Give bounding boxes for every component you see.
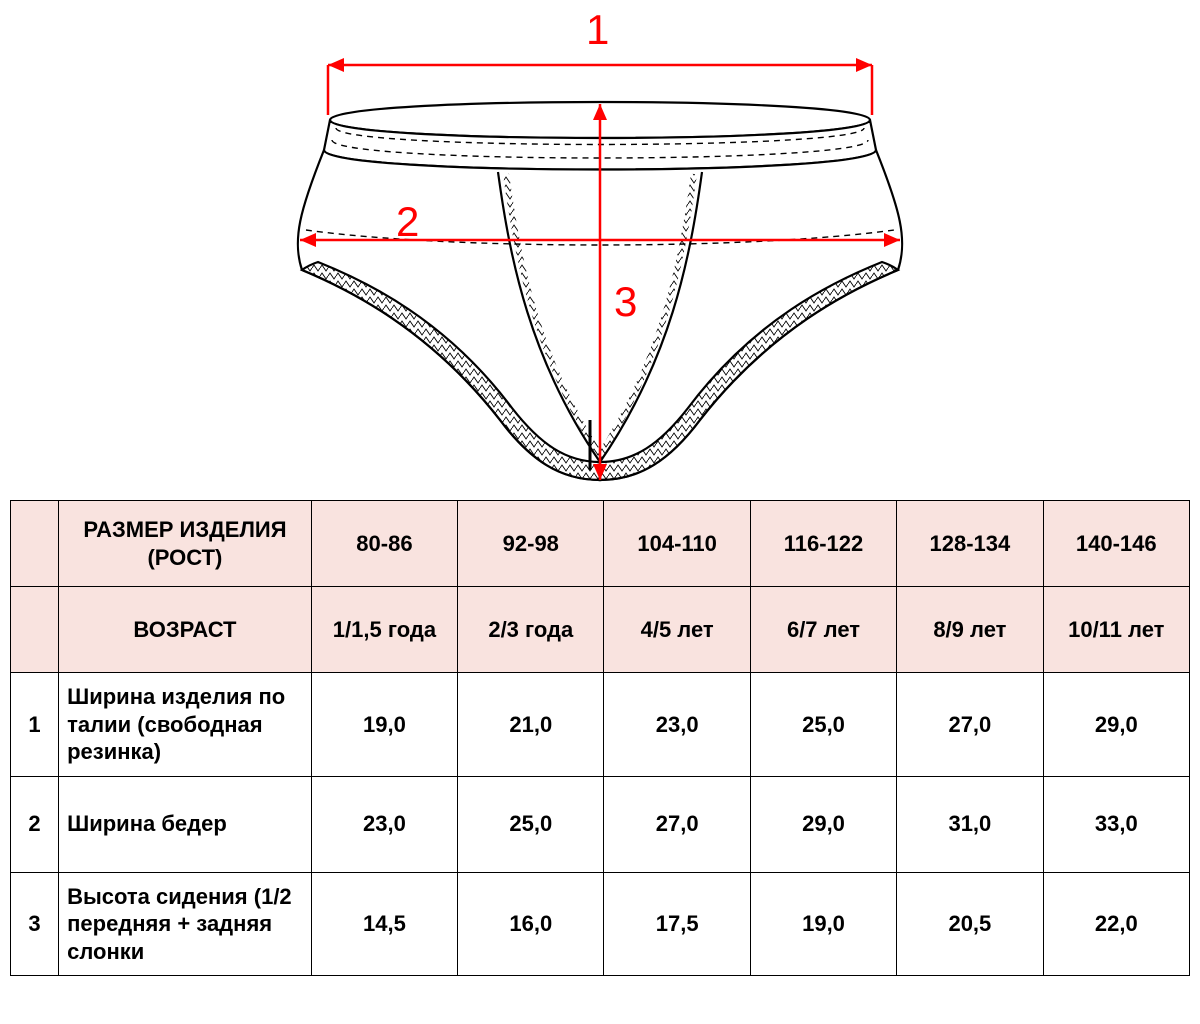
row-description: Высота сидения (1/2 передняя + задняя сл… (59, 872, 312, 976)
header-age-4: 8/9 лет (897, 587, 1043, 673)
header-size-0: 80-86 (311, 501, 457, 587)
header-size-5: 140-146 (1043, 501, 1189, 587)
row-value: 23,0 (311, 776, 457, 872)
row-value: 22,0 (1043, 872, 1189, 976)
row-description: Ширина изделия по талии (свободная резин… (59, 673, 312, 777)
row-value: 25,0 (750, 673, 896, 777)
table-row: 3Высота сидения (1/2 передняя + задняя с… (11, 872, 1190, 976)
row-value: 29,0 (1043, 673, 1189, 777)
header-blank-2 (11, 587, 59, 673)
size-table-body: 1Ширина изделия по талии (свободная рези… (11, 673, 1190, 976)
dimension-label-2: 2 (396, 198, 419, 246)
row-value: 29,0 (750, 776, 896, 872)
header-row-age: ВОЗРАСТ 1/1,5 года 2/3 года 4/5 лет 6/7 … (11, 587, 1190, 673)
table-row: 2Ширина бедер23,025,027,029,031,033,0 (11, 776, 1190, 872)
row-value: 20,5 (897, 872, 1043, 976)
garment-diagram: 1 2 3 (0, 0, 1200, 500)
size-table: РАЗМЕР ИЗДЕЛИЯ (РОСТ) 80-86 92-98 104-11… (10, 500, 1190, 976)
row-index: 3 (11, 872, 59, 976)
row-value: 21,0 (458, 673, 604, 777)
header-age-label: ВОЗРАСТ (59, 587, 312, 673)
header-age-0: 1/1,5 года (311, 587, 457, 673)
row-value: 33,0 (1043, 776, 1189, 872)
header-size-3: 116-122 (750, 501, 896, 587)
table-row: 1Ширина изделия по талии (свободная рези… (11, 673, 1190, 777)
dimension-label-3: 3 (614, 278, 637, 326)
header-age-3: 6/7 лет (750, 587, 896, 673)
row-value: 19,0 (311, 673, 457, 777)
header-size-1: 92-98 (458, 501, 604, 587)
row-description: Ширина бедер (59, 776, 312, 872)
row-value: 23,0 (604, 673, 750, 777)
row-value: 16,0 (458, 872, 604, 976)
header-blank-1 (11, 501, 59, 587)
header-age-2: 4/5 лет (604, 587, 750, 673)
row-value: 27,0 (604, 776, 750, 872)
header-age-1: 2/3 года (458, 587, 604, 673)
row-value: 14,5 (311, 872, 457, 976)
row-value: 25,0 (458, 776, 604, 872)
row-value: 27,0 (897, 673, 1043, 777)
row-index: 1 (11, 673, 59, 777)
header-age-5: 10/11 лет (1043, 587, 1189, 673)
row-index: 2 (11, 776, 59, 872)
header-row-size: РАЗМЕР ИЗДЕЛИЯ (РОСТ) 80-86 92-98 104-11… (11, 501, 1190, 587)
header-size-2: 104-110 (604, 501, 750, 587)
row-value: 31,0 (897, 776, 1043, 872)
header-size-4: 128-134 (897, 501, 1043, 587)
row-value: 17,5 (604, 872, 750, 976)
page: 1 2 3 РАЗМЕР ИЗДЕЛИЯ (РОСТ) 80-86 92-98 … (0, 0, 1200, 976)
header-size-label: РАЗМЕР ИЗДЕЛИЯ (РОСТ) (59, 501, 312, 587)
diagram-svg (0, 0, 1200, 500)
dimension-label-1: 1 (586, 6, 609, 54)
row-value: 19,0 (750, 872, 896, 976)
